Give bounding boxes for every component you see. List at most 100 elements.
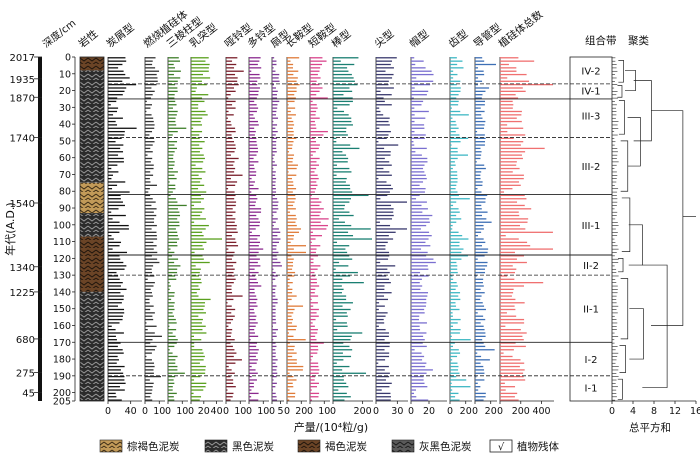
profile-bar: [249, 77, 261, 79]
profile-bar: [333, 281, 364, 284]
profile-bar: [500, 57, 519, 59]
profile-bar: [333, 375, 344, 378]
profile-bar: [310, 318, 316, 321]
profile-bar: [376, 144, 399, 146]
profile-bar: [475, 201, 486, 203]
profile-bar: [333, 161, 348, 163]
profile-bar: [249, 345, 257, 348]
profile-bar: [450, 167, 453, 170]
profile-bar: [272, 325, 273, 327]
profile-bar: [310, 107, 318, 109]
profile-bar: [191, 292, 197, 294]
age-tick-label: 275: [16, 368, 35, 379]
profile-bar: [145, 271, 153, 274]
profile-bar: [310, 174, 318, 176]
profile-bar: [191, 144, 200, 146]
profile-bar: [168, 271, 178, 274]
profile-bar: [376, 295, 385, 297]
profile-bar: [108, 365, 125, 368]
profile-bar: [249, 73, 260, 76]
profile-bar: [450, 261, 457, 264]
profile-bar: [450, 248, 464, 250]
profile-bar: [168, 164, 175, 166]
profile-bar: [411, 194, 420, 197]
profile-bar: [450, 278, 454, 280]
profile-bar: [191, 278, 201, 280]
profile-bar: [108, 218, 113, 220]
profile-bar: [168, 228, 176, 230]
profile-bar: [191, 211, 203, 213]
profile-bar: [450, 322, 458, 324]
profile-bar: [191, 345, 195, 348]
profile-bar: [108, 345, 118, 348]
profile-bar: [310, 201, 322, 203]
profile-bar: [145, 77, 158, 79]
profile-bar: [272, 164, 277, 166]
profile-bar: [272, 120, 274, 123]
panel-header: 帽型: [407, 27, 432, 50]
profile-bar: [287, 305, 304, 307]
profile-bar: [191, 335, 194, 337]
profile-bar: [333, 245, 350, 247]
profile-bar: [310, 198, 319, 200]
profile-bar: [310, 80, 317, 82]
profile-bar: [287, 386, 294, 388]
profile-bar: [475, 261, 488, 264]
profile-bar: [226, 386, 236, 388]
depth-tick-label: 30: [59, 103, 71, 114]
profile-bar: [287, 335, 294, 337]
profile-bar: [411, 365, 426, 368]
profile-bar: [168, 315, 174, 317]
profile-bar: [376, 167, 384, 170]
profile-bar: [450, 318, 461, 321]
profile-bar: [287, 245, 306, 247]
profile-bar: [475, 251, 488, 254]
profile-bar: [168, 144, 175, 146]
profile-bar: [475, 157, 481, 160]
profile-bar: [226, 60, 233, 62]
profile-bar: [145, 251, 158, 254]
profile-bar: [168, 63, 174, 66]
profile-bar: [376, 154, 391, 156]
profile-bar: [168, 137, 170, 139]
age-tick-label: 2017: [10, 53, 35, 64]
profile-bar: [310, 117, 320, 119]
profile-bar: [287, 251, 306, 254]
profile-bar: [310, 224, 328, 227]
profile-bar: [310, 238, 316, 240]
profile-bar: [168, 204, 187, 207]
profile-bar: [450, 83, 457, 86]
profile-bar: [500, 295, 512, 297]
profile-bar: [376, 83, 389, 86]
profile-bar: [411, 325, 420, 327]
profile-bar: [310, 77, 321, 79]
profile-bar: [226, 57, 238, 59]
profile-bar: [145, 194, 151, 197]
profile-bar: [287, 104, 289, 106]
profile-bar: [249, 137, 257, 139]
profile-bar: [168, 151, 175, 153]
profile-bar: [500, 144, 521, 146]
profile-bar: [272, 308, 276, 311]
profile-bar: [191, 382, 207, 384]
profile-bar: [226, 352, 237, 354]
profile-bar: [287, 248, 294, 250]
profile-bar: [450, 70, 454, 72]
profile-bar: [450, 157, 458, 160]
profile-bar: [450, 281, 457, 284]
profile-bar: [191, 375, 201, 378]
profile-bar: [249, 144, 258, 146]
depth-tick-label: 110: [53, 237, 71, 248]
profile-bar: [191, 90, 196, 92]
profile-bar: [333, 312, 347, 314]
panel-x-tick-label: 0: [373, 406, 379, 417]
profile-bar: [249, 174, 257, 176]
profile-bar: [333, 154, 347, 156]
profile-bar: [310, 292, 315, 294]
profile-bar: [168, 332, 173, 334]
panel-x-tick-label: 0: [105, 406, 111, 417]
profile-bar: [226, 325, 229, 327]
profile-bar: [376, 57, 397, 59]
age-tick-label: 1870: [10, 93, 35, 104]
profile-bar: [500, 318, 525, 321]
